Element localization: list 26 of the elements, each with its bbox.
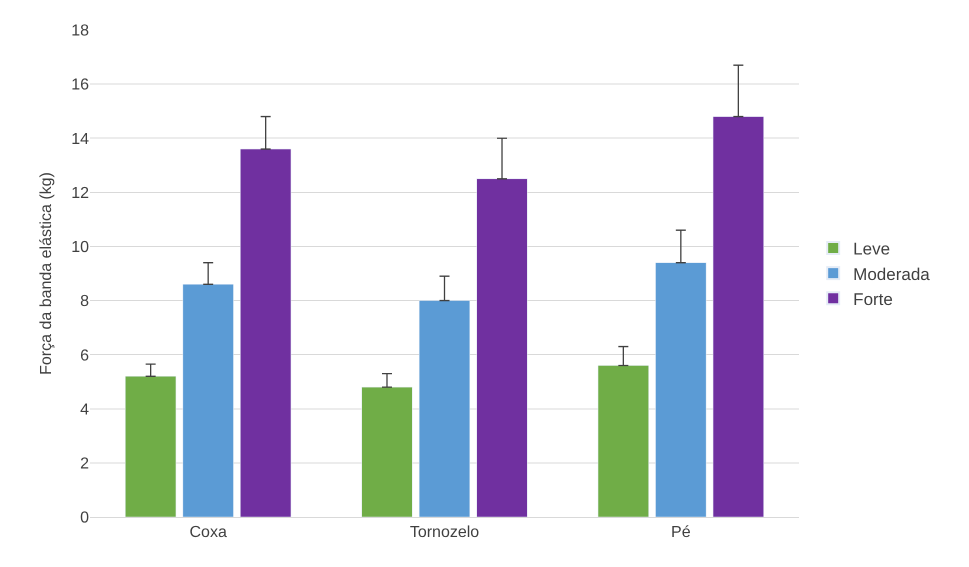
bar [476, 178, 528, 517]
bar [240, 148, 292, 517]
y-tick-label: 14 [71, 130, 90, 148]
legend-label: Moderada [853, 264, 930, 284]
bar [418, 300, 470, 517]
y-tick-label: 2 [80, 455, 90, 472]
bar [712, 116, 764, 517]
y-tick-label: 0 [80, 510, 90, 527]
bar [598, 365, 649, 517]
bar [361, 386, 413, 517]
y-tick-label: 4 [80, 401, 90, 418]
x-tick-label: Coxa [189, 524, 227, 542]
legend-label: Forte [853, 290, 893, 309]
legend-label: Leve [853, 240, 890, 259]
y-tick-label: 10 [71, 239, 90, 256]
y-axis-title: Força da banda elástica (kg) [38, 172, 56, 375]
bar [655, 262, 706, 517]
y-tick-label: 18 [71, 22, 90, 40]
bar [182, 284, 234, 517]
y-tick-label: 8 [80, 293, 90, 310]
y-tick-label: 12 [71, 184, 90, 202]
x-tick-label: Tornozelo [410, 524, 480, 542]
x-tick-label: Pé [671, 524, 691, 542]
bar [125, 376, 176, 517]
y-tick-label: 16 [71, 76, 90, 94]
y-tick-label: 6 [80, 347, 90, 364]
